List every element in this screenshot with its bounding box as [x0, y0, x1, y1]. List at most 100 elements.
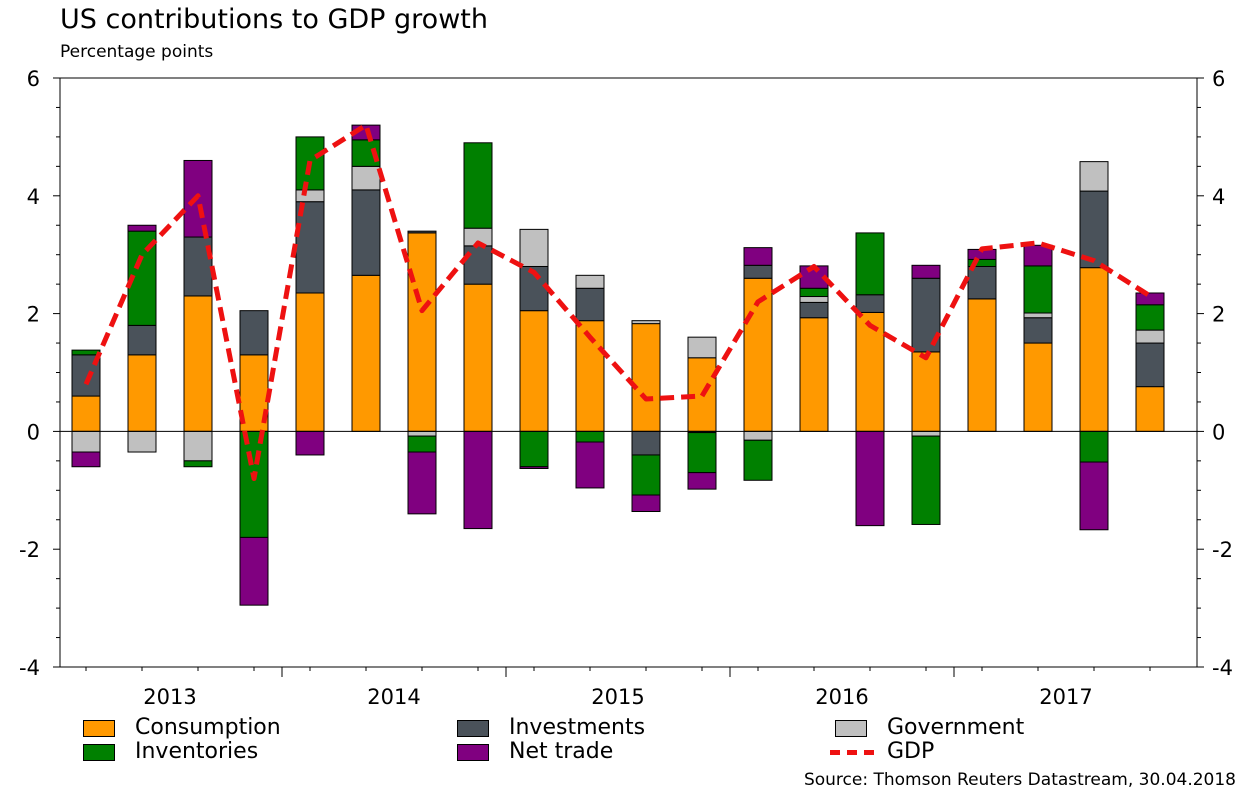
legend-swatch-inventories [83, 744, 115, 761]
bar-consumption [911, 351, 941, 432]
legend-swatch-consumption [83, 720, 115, 737]
bar-inventories [855, 232, 885, 296]
bar-consumption [351, 274, 381, 432]
y-tick-label-left: 4 [27, 185, 40, 209]
bar-inventories [183, 460, 213, 468]
bar-investments [631, 430, 661, 456]
gdp-point [1038, 242, 1039, 243]
bar-government [575, 274, 605, 289]
bar-investments [1023, 317, 1053, 344]
bar-inventories [799, 287, 829, 298]
bar-consumption [127, 354, 157, 432]
bar-investments [1135, 342, 1165, 388]
bar-government [519, 228, 549, 267]
bar-inventories [463, 142, 493, 229]
bar-net-trade [1079, 461, 1109, 531]
bar-government [631, 320, 661, 325]
bar-net-trade [743, 247, 773, 266]
legend-label-consumption: Consumption [135, 715, 281, 740]
bar-consumption [183, 295, 213, 432]
bar-consumption [463, 283, 493, 432]
bar-government [127, 430, 157, 453]
bar-government [1023, 312, 1053, 319]
y-tick-label-right: 0 [1212, 420, 1225, 444]
bar-investments [127, 324, 157, 356]
bar-net-trade [855, 430, 885, 527]
y-tick-label-right: -4 [1212, 656, 1233, 680]
bar-investments [743, 264, 773, 279]
legend-label-gdp: GDP [887, 739, 935, 764]
y-tick-label-right: 2 [1212, 303, 1225, 327]
bar-net-trade [575, 441, 605, 489]
legend-swatch-government [835, 720, 867, 737]
bar-investments [239, 310, 269, 356]
bar-investments [799, 301, 829, 319]
bar-consumption [407, 232, 437, 432]
bar-net-trade [407, 451, 437, 515]
bar-investments [407, 230, 437, 234]
legend-swatch-net-trade [457, 744, 489, 761]
x-year-label: 2015 [591, 685, 644, 709]
bar-investments [575, 287, 605, 322]
source-note: Source: Thomson Reuters Datastream, 30.0… [803, 770, 1236, 790]
bar-inventories [687, 432, 717, 474]
bar-consumption [967, 298, 997, 432]
bar-consumption [1079, 267, 1109, 432]
bar-investments [351, 189, 381, 276]
bar-consumption [71, 395, 101, 432]
bar-net-trade [687, 472, 717, 490]
bar-government [71, 430, 101, 453]
bar-inventories [239, 430, 269, 538]
legend-label-investments: Investments [509, 715, 646, 740]
y-tick-label-left: 0 [27, 420, 40, 444]
bar-government [183, 430, 213, 462]
bar-consumption [799, 317, 829, 432]
bar-inventories [631, 454, 661, 496]
bar-government [743, 430, 773, 441]
bar-net-trade [295, 430, 325, 456]
bar-inventories [575, 430, 605, 443]
bar-investments [463, 245, 493, 285]
bar-consumption [1023, 342, 1053, 432]
bar-government [799, 296, 829, 303]
bar-consumption [295, 292, 325, 432]
x-year-label: 2013 [143, 685, 196, 709]
bar-net-trade [631, 494, 661, 513]
bar-consumption [575, 320, 605, 432]
y-tick-label-left: -2 [19, 538, 40, 562]
bar-inventories [71, 349, 101, 356]
chart-subtitle: Percentage points [60, 42, 214, 62]
bar-consumption [519, 310, 549, 432]
bar-inventories [743, 439, 773, 481]
bar-investments [967, 265, 997, 300]
bar-investments [855, 294, 885, 313]
bar-net-trade [239, 536, 269, 606]
bar-inventories [1023, 265, 1053, 314]
bar-net-trade [1023, 244, 1053, 267]
legend-swatch-investments [457, 720, 489, 737]
bar-consumption [1135, 386, 1165, 432]
bar-net-trade [127, 224, 157, 232]
bar-consumption [631, 323, 661, 432]
bar-net-trade [463, 430, 493, 530]
bar-net-trade [71, 451, 101, 468]
bar-government [295, 189, 325, 203]
y-tick-label-left: 6 [27, 67, 40, 91]
bar-inventories [911, 435, 941, 525]
bar-government [687, 336, 717, 359]
bar-inventories [1079, 430, 1109, 463]
bar-net-trade [183, 159, 213, 238]
bar-government [911, 430, 941, 437]
bar-inventories [1135, 304, 1165, 331]
legend-label-government: Government [887, 715, 1025, 740]
gdp-line [83, 122, 1152, 482]
y-tick-label-right: 4 [1212, 185, 1225, 209]
bar-consumption [855, 311, 885, 432]
legend-label-inventories: Inventories [135, 739, 259, 764]
bar-inventories [519, 430, 549, 468]
bar-government [1135, 329, 1165, 344]
bar-government [407, 430, 437, 437]
bar-net-trade [1135, 292, 1165, 306]
x-year-label: 2017 [1039, 685, 1092, 709]
